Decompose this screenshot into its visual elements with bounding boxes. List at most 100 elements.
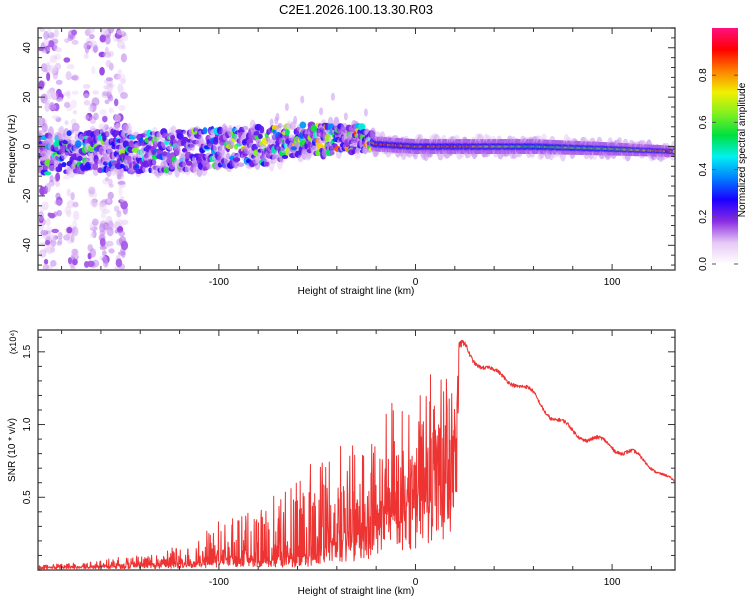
spectrogram-cell [40, 229, 49, 236]
spectrogram-cell [99, 202, 107, 212]
spectrogram-ylabel: Frequency (Hz) [7, 115, 18, 184]
spectrogram-cell [55, 47, 62, 53]
spectrogram-cell [77, 155, 83, 162]
spectrogram-cell [41, 123, 48, 133]
spectrogram-cell [170, 134, 176, 141]
spectrogram-cell [233, 157, 241, 162]
spectrogram-cell [105, 240, 114, 247]
spectrogram-cell [39, 28, 46, 32]
spectrogram-cell [71, 39, 79, 45]
snr-panel: SNR (10 * v/v) (x10⁴) Height of straight… [7, 329, 676, 597]
colorbar-tick-label: 0.0 [698, 257, 709, 271]
spectrogram-cell [113, 98, 119, 107]
spectrogram-cell [258, 133, 263, 139]
spectrogram-cell [44, 239, 51, 246]
spectrogram-cell [61, 161, 67, 168]
spectrogram-cell [89, 248, 97, 258]
spectrogram-cell [55, 180, 61, 187]
spectrogram-cell [46, 72, 51, 81]
spectrogram-cell [87, 28, 95, 34]
spectrogram-cell [57, 163, 63, 171]
spectrogram-heatmap [38, 28, 675, 270]
spectrogram-cell [49, 64, 57, 75]
colorbar-tick-label: 0.8 [698, 68, 709, 82]
spectrogram-cell [38, 222, 44, 231]
y-tick-label: 0 [22, 143, 33, 149]
spectrogram-cell [39, 249, 47, 258]
spectrogram-cell [277, 123, 283, 129]
spectrogram-cell [70, 235, 75, 243]
spectrogram-cell [63, 174, 71, 180]
colorbar: 0.0 0.2 0.4 0.6 0.8 Normalized spectral ampl… [698, 28, 748, 271]
spectrogram-cell [281, 154, 289, 160]
spectrogram-cell [108, 183, 114, 188]
spectrogram-cell [101, 250, 107, 257]
spectrogram-cell [259, 125, 265, 134]
spectrogram-cell [83, 93, 90, 99]
colorbar-ticks: 0.0 0.2 0.4 0.6 0.8 [698, 68, 738, 271]
spectrogram-cell [120, 53, 127, 63]
spectrogram-cell [89, 34, 95, 40]
spectrogram-cell [219, 143, 226, 157]
spectrogram-cell [49, 175, 54, 183]
spectrogram-cell [206, 163, 213, 170]
spectrogram-cell [47, 126, 54, 139]
x-tick-label: 100 [604, 277, 621, 288]
spectrogram-cell [299, 121, 307, 129]
spectrogram-cell [66, 226, 73, 234]
spectrogram-cell [71, 226, 79, 237]
spectrogram-cell [87, 163, 92, 169]
spectrogram-cell [45, 244, 54, 255]
spectrogram-cell [106, 91, 112, 100]
spectrogram-cell [99, 229, 106, 237]
spectrogram-cell [101, 257, 110, 262]
spectrogram-cell [162, 151, 168, 157]
spectrogram-cell [269, 118, 274, 127]
spectrogram-cell [43, 258, 49, 265]
x-tick-label: -100 [209, 577, 229, 588]
spectrogram-cell [91, 218, 99, 226]
spectrogram-cell [75, 140, 82, 148]
x-tick-label: 0 [413, 277, 419, 288]
snr-y-multiplier: (x10⁴) [8, 330, 18, 354]
spectrogram-cell [117, 73, 126, 82]
spectrogram-cell [120, 240, 129, 251]
spectrogram-cell [71, 90, 79, 95]
spectrogram-cell [117, 169, 124, 178]
spectrogram-cell [237, 162, 245, 168]
spectrogram-cell [114, 229, 119, 234]
spectrogram-cell [285, 128, 290, 136]
x-tick-label: 100 [604, 577, 621, 588]
spectrogram-cell [181, 147, 188, 153]
spectrogram-cell [107, 220, 114, 229]
spectrogram-cell [300, 95, 305, 104]
spectrogram-cell [47, 212, 52, 217]
spectrogram-cell [67, 257, 73, 265]
spectrogram-x-tick-labels: -100 0 100 [209, 277, 621, 288]
spectrogram-cell [103, 51, 112, 58]
spectrogram-cell [82, 83, 91, 89]
spectrogram-cell [48, 104, 57, 111]
spectrogram-cell [62, 140, 69, 145]
spectrogram-cell [55, 172, 61, 182]
spectrogram-cell [51, 115, 60, 120]
spectrogram-cell [71, 122, 80, 132]
spectrogram-cell [108, 107, 114, 114]
spectrogram-cell [42, 263, 49, 270]
spectrogram-cell [84, 114, 90, 120]
snr-ticks [38, 330, 675, 571]
spectrogram-frame [37, 27, 676, 271]
spectrogram-cell [44, 102, 51, 112]
spectrogram-cell [176, 132, 184, 140]
spectrogram-cell [88, 186, 96, 195]
spectrogram-cell [53, 211, 58, 217]
y-tick-label: 0.5 [22, 490, 33, 504]
spectrogram-cell [91, 97, 100, 106]
spectrogram-cell [71, 248, 78, 255]
spectrogram-cell [43, 45, 51, 51]
snr-series-line [38, 339, 675, 570]
spectrogram-cell [120, 91, 128, 100]
spectrogram-cell [363, 108, 368, 117]
spectrogram-cell [316, 143, 324, 150]
